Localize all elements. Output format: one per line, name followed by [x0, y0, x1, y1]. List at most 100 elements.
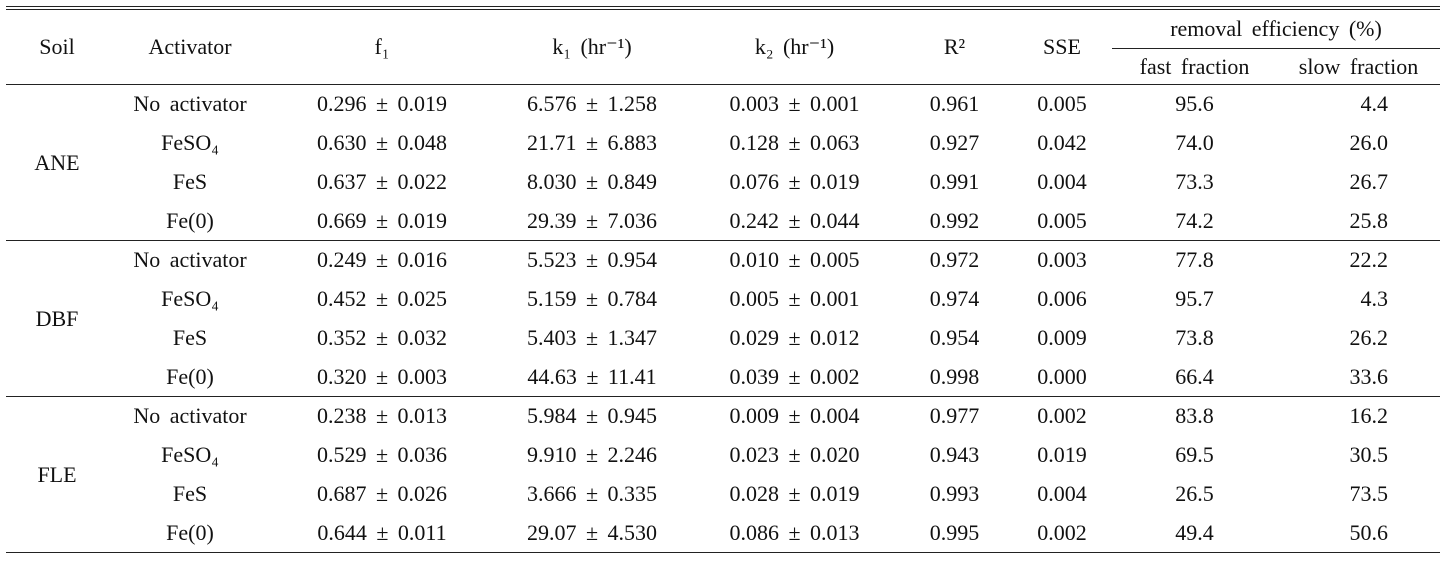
value-cell: 0.972 — [897, 240, 1012, 280]
value-cell: 0.010 ± 0.005 — [692, 240, 897, 280]
value-cell: 0.003 ± 0.001 — [692, 84, 897, 124]
value-cell: 73.5 — [1349, 481, 1389, 506]
soil-cell: ANE — [6, 84, 108, 241]
value-cell: 4.3 — [1360, 286, 1389, 311]
header-cell: R² — [897, 6, 1012, 85]
value-cell: 25.8 — [1349, 207, 1389, 233]
value-cell: 0.993 — [929, 481, 980, 506]
value-cell: 77.8 — [1112, 240, 1277, 280]
value-cell: 0.991 — [929, 169, 980, 194]
value-cell: 0.039 ± 0.002 — [729, 363, 860, 389]
value-cell: 5.523 ± 0.954 — [492, 240, 692, 280]
value-cell: 6.576 ± 1.258 — [492, 84, 692, 124]
value-cell: 0.669 ± 0.019 — [316, 207, 448, 233]
activator-cell: Fe(0) — [166, 207, 214, 233]
value-cell: 69.5 — [1175, 442, 1214, 467]
table-row: FeS 0.352 ± 0.032 5.403 ± 1.347 0.029 ± 0.0… — [6, 319, 1440, 358]
value-cell: 0.927 — [929, 130, 980, 155]
table-row: FeSO₄ 0.630 ± 0.048 21.71 ± 6.883 0.128 ± 0… — [6, 124, 1440, 163]
value-cell: 49.4 — [1112, 513, 1277, 553]
value-cell: 0.974 — [929, 286, 980, 311]
table-row: Fe(0) 0.669 ± 0.019 29.39 ± 7.036 0.242 ± 0… — [6, 202, 1440, 241]
header-cell: slow fraction — [1277, 48, 1441, 85]
value-cell: 16.2 — [1277, 396, 1441, 436]
value-cell: 5.403 ± 1.347 — [526, 325, 658, 350]
value-cell: 0.977 — [897, 396, 1012, 436]
value-cell: 0.249 ± 0.016 — [272, 240, 492, 280]
value-cell: 0.002 — [1012, 513, 1112, 553]
value-cell: 0.023 ± 0.020 — [729, 442, 860, 467]
value-cell: 0.042 — [1037, 130, 1087, 155]
value-cell: 0.529 ± 0.036 — [316, 442, 448, 467]
activator-cell: No activator — [108, 240, 272, 280]
soil-cell: DBF — [6, 240, 108, 397]
value-cell: 0.076 ± 0.019 — [729, 169, 860, 194]
header-cell: fast fraction — [1112, 48, 1277, 85]
value-cell: 0.242 ± 0.044 — [729, 207, 860, 233]
value-cell: 0.009 — [1037, 325, 1087, 350]
table-header: Soil Activator f₁ k₁ (hr⁻¹) k₂ (hr⁻¹) R²… — [6, 6, 1441, 85]
value-cell: 22.2 — [1277, 240, 1441, 280]
value-cell: 0.687 ± 0.026 — [316, 481, 448, 506]
header-cell: Activator — [108, 6, 272, 85]
value-cell: 0.637 ± 0.022 — [316, 169, 448, 194]
value-cell: 0.320 ± 0.003 — [316, 363, 448, 389]
activator-cell: No activator — [108, 84, 272, 124]
table-row: FeS 0.687 ± 0.026 3.666 ± 0.335 0.028 ± 0.0… — [6, 475, 1440, 514]
value-cell: 66.4 — [1175, 363, 1214, 389]
header-cell: Soil — [6, 6, 108, 85]
value-cell: 0.003 — [1012, 240, 1112, 280]
table-row: FLE No activator 0.238 ± 0.013 5.984 ± 0.94… — [6, 396, 1441, 553]
value-cell: 0.002 — [1012, 396, 1112, 436]
value-cell: 33.6 — [1349, 363, 1389, 389]
value-cell: 0.086 ± 0.013 — [692, 513, 897, 553]
value-cell: 0.005 — [1037, 207, 1087, 233]
table-row: Fe(0) 0.644 ± 0.011 29.07 ± 4.530 0.086 ± 0… — [6, 513, 1441, 553]
value-cell: 0.630 ± 0.048 — [316, 130, 448, 155]
soil-cell: FLE — [6, 396, 108, 553]
header-cell: SSE — [1012, 6, 1112, 85]
table-row: FeSO₄ 0.452 ± 0.025 5.159 ± 0.784 0.005 ± 0… — [6, 280, 1440, 319]
value-cell: 0.029 ± 0.012 — [729, 325, 860, 350]
value-cell: 50.6 — [1277, 513, 1441, 553]
table-row: FeSO₄ 0.529 ± 0.036 9.910 ± 2.246 0.023 ± 0… — [6, 436, 1440, 475]
activator-cell: Fe(0) — [108, 513, 272, 553]
value-cell: 0.004 — [1037, 481, 1087, 506]
results-table: Soil Activator f₁ k₁ (hr⁻¹) k₂ (hr⁻¹) R²… — [6, 6, 1441, 553]
value-cell: 0.006 — [1037, 286, 1087, 311]
activator-cell: FeS — [172, 169, 208, 194]
value-cell: 0.009 ± 0.004 — [692, 396, 897, 436]
value-cell: 0.995 — [897, 513, 1012, 553]
value-cell: 0.004 — [1037, 169, 1087, 194]
value-cell: 73.3 — [1175, 169, 1214, 194]
value-cell: 73.8 — [1175, 325, 1214, 350]
value-cell: 0.998 — [929, 363, 980, 389]
value-cell: 26.7 — [1349, 169, 1389, 194]
value-cell: 0.954 — [929, 325, 980, 350]
value-cell: 74.2 — [1175, 207, 1214, 233]
table-row: ANE No activator 0.296 ± 0.019 6.576 ± 1.25… — [6, 84, 1441, 241]
activator-cell: Fe(0) — [166, 363, 214, 389]
value-cell: 95.6 — [1112, 84, 1277, 124]
value-cell: 0.005 — [1012, 84, 1112, 124]
activator-cell: FeS — [172, 481, 208, 506]
value-cell: 74.0 — [1175, 130, 1214, 155]
header-cell: k₂ (hr⁻¹) — [692, 6, 897, 85]
value-cell: 26.0 — [1349, 130, 1389, 155]
value-cell: 26.2 — [1349, 325, 1389, 350]
value-cell: 26.5 — [1175, 481, 1214, 506]
value-cell: 0.452 ± 0.025 — [316, 286, 448, 311]
value-cell: 44.63 ± 11.41 — [527, 363, 657, 389]
activator-cell: FeSO₄ — [161, 130, 219, 155]
table-row: DBF No activator 0.249 ± 0.016 5.523 ± 0.95… — [6, 240, 1441, 397]
value-cell: 0.000 — [1037, 363, 1087, 389]
value-cell: 0.992 — [929, 207, 980, 233]
header-cell: removal efficiency (%) — [1112, 6, 1441, 49]
value-cell: 4.4 — [1277, 84, 1441, 124]
value-cell: 8.030 ± 0.849 — [526, 169, 658, 194]
activator-cell: FeSO₄ — [161, 286, 219, 311]
value-cell: 0.028 ± 0.019 — [729, 481, 860, 506]
value-cell: 0.352 ± 0.032 — [316, 325, 448, 350]
header-cell: k₁ (hr⁻¹) — [492, 6, 692, 85]
